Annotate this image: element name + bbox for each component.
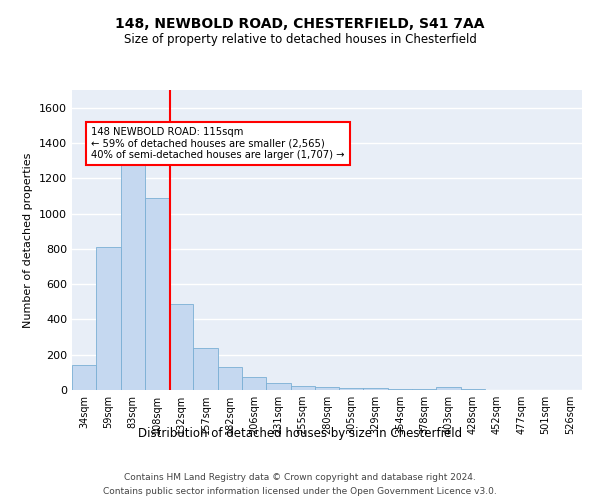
Bar bbox=[145, 198, 169, 390]
Text: Contains HM Land Registry data © Crown copyright and database right 2024.: Contains HM Land Registry data © Crown c… bbox=[124, 472, 476, 482]
Bar bbox=[218, 368, 242, 390]
Text: Contains public sector information licensed under the Open Government Licence v3: Contains public sector information licen… bbox=[103, 488, 497, 496]
Bar bbox=[412, 389, 436, 390]
Bar bbox=[315, 387, 339, 390]
Bar bbox=[242, 378, 266, 390]
Bar bbox=[169, 304, 193, 390]
Text: 148 NEWBOLD ROAD: 115sqm
← 59% of detached houses are smaller (2,565)
40% of sem: 148 NEWBOLD ROAD: 115sqm ← 59% of detach… bbox=[91, 127, 345, 160]
Bar bbox=[121, 162, 145, 390]
Bar bbox=[266, 383, 290, 390]
Bar bbox=[290, 386, 315, 390]
Bar bbox=[339, 388, 364, 390]
Bar bbox=[193, 348, 218, 390]
Text: Size of property relative to detached houses in Chesterfield: Size of property relative to detached ho… bbox=[124, 32, 476, 46]
Bar bbox=[461, 389, 485, 390]
Bar bbox=[364, 388, 388, 390]
Bar bbox=[96, 247, 121, 390]
Bar bbox=[72, 366, 96, 390]
Y-axis label: Number of detached properties: Number of detached properties bbox=[23, 152, 34, 328]
Text: 148, NEWBOLD ROAD, CHESTERFIELD, S41 7AA: 148, NEWBOLD ROAD, CHESTERFIELD, S41 7AA bbox=[115, 18, 485, 32]
Text: Distribution of detached houses by size in Chesterfield: Distribution of detached houses by size … bbox=[138, 428, 462, 440]
Bar bbox=[436, 387, 461, 390]
Bar bbox=[388, 388, 412, 390]
